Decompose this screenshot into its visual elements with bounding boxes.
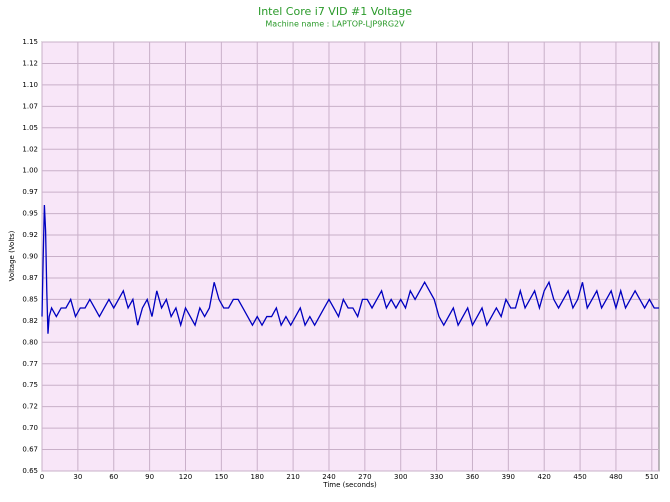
chart-subtitle: Machine name : LAPTOP-LJP9RG2V (265, 20, 405, 29)
x-tick-label: 480 (609, 473, 622, 481)
y-tick-label: 0.67 (22, 446, 38, 454)
y-tick-label: 0.95 (22, 210, 38, 218)
x-tick-label: 360 (466, 473, 479, 481)
y-tick-label: 0.70 (22, 424, 38, 432)
y-tick-label: 0.77 (22, 360, 38, 368)
x-axis-label: Time (seconds) (322, 481, 377, 489)
y-tick-label: 0.85 (22, 295, 38, 303)
y-tick-label: 0.72 (22, 403, 38, 411)
x-tick-label: 90 (145, 473, 154, 481)
x-tick-label: 210 (286, 473, 299, 481)
y-tick-label: 0.80 (22, 338, 38, 346)
y-tick-label: 0.87 (22, 274, 38, 282)
x-tick-label: 420 (538, 473, 551, 481)
y-tick-label: 1.05 (22, 124, 38, 132)
x-tick-label: 330 (430, 473, 443, 481)
y-tick-label: 0.82 (22, 317, 38, 325)
y-tick-label: 0.97 (22, 188, 38, 196)
y-axis-label: Voltage (Volts) (8, 230, 16, 281)
x-tick-label: 300 (394, 473, 407, 481)
y-tick-label: 0.65 (22, 467, 38, 475)
x-tick-label: 180 (251, 473, 264, 481)
x-tick-label: 390 (502, 473, 515, 481)
data-line (41, 204, 659, 334)
y-tick-label: 1.12 (22, 59, 38, 67)
x-tick-label: 270 (358, 473, 371, 481)
x-tick-label: 120 (179, 473, 192, 481)
x-tick-label: 450 (573, 473, 586, 481)
chart-title: Intel Core i7 VID #1 Voltage (258, 5, 412, 18)
x-tick-label: 0 (40, 473, 44, 481)
x-tick-label: 240 (322, 473, 335, 481)
y-tick-label: 0.75 (22, 381, 38, 389)
y-tick-label: 1.10 (22, 81, 38, 89)
x-tick-label: 150 (215, 473, 228, 481)
y-tick-label: 1.07 (22, 102, 38, 110)
y-tick-label: 0.92 (22, 231, 38, 239)
y-tick-label: 1.02 (22, 145, 38, 153)
x-tick-label: 60 (109, 473, 118, 481)
y-tick-label: 1.00 (22, 167, 38, 175)
y-tick-label: 1.15 (22, 38, 38, 46)
y-tick-label: 0.90 (22, 253, 38, 261)
x-tick-label: 30 (73, 473, 82, 481)
x-tick-label: 510 (645, 473, 658, 481)
